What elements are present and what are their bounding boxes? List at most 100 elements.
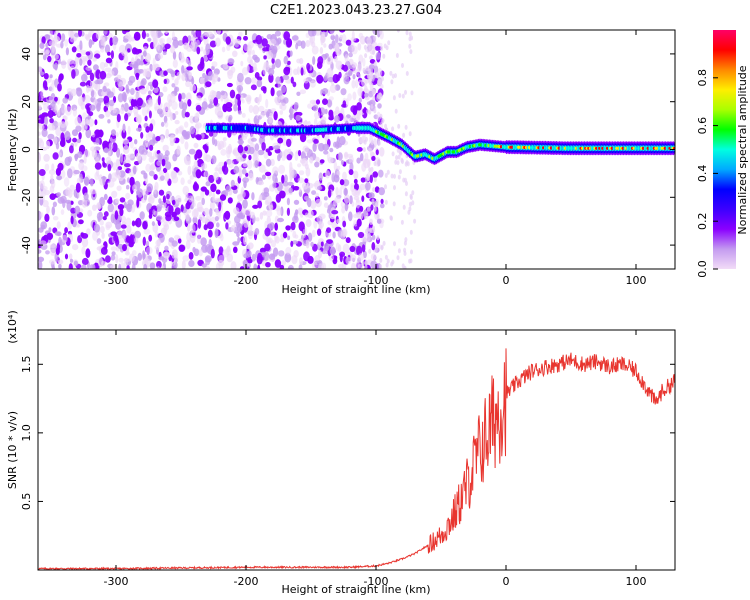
noise-blob	[186, 66, 193, 71]
noise-blob	[318, 213, 326, 220]
noise-blob	[237, 139, 245, 145]
x-tick-label: -100	[364, 274, 389, 287]
noise-blob	[369, 174, 373, 184]
noise-blob	[243, 235, 248, 245]
noise-blob	[51, 41, 57, 46]
noise-blob	[63, 177, 70, 187]
noise-blob	[278, 250, 285, 257]
noise-blob	[48, 227, 52, 233]
noise-blob	[365, 181, 371, 191]
noise-blob	[162, 86, 168, 93]
noise-blob	[76, 53, 82, 58]
noise-blob	[40, 51, 46, 56]
noise-blob	[214, 197, 222, 203]
noise-blob	[174, 119, 180, 125]
noise-blob	[118, 236, 126, 244]
noise-blob	[42, 80, 48, 89]
noise-blob	[377, 140, 381, 146]
noise-blob	[180, 92, 186, 100]
noise-blob	[374, 45, 382, 51]
noise-blob	[280, 85, 287, 94]
noise-blob	[64, 39, 68, 47]
noise-blob	[39, 42, 45, 49]
noise-blob	[285, 225, 291, 231]
noise-blob	[349, 195, 353, 205]
noise-blob	[348, 70, 353, 77]
noise-blob	[130, 57, 135, 65]
noise-blob	[315, 156, 320, 162]
noise-blob	[193, 142, 199, 149]
noise-blob	[83, 154, 87, 164]
noise-blob	[57, 162, 64, 171]
noise-blob	[327, 57, 331, 62]
noise-blob	[81, 246, 86, 255]
noise-blob	[293, 101, 298, 112]
noise-blob	[356, 147, 363, 152]
noise-blob	[51, 163, 55, 171]
noise-blob	[155, 135, 161, 142]
noise-blob	[320, 241, 324, 247]
noise-blob	[376, 218, 382, 224]
noise-blob	[392, 201, 396, 207]
noise-blob	[395, 155, 399, 161]
noise-blob	[259, 212, 264, 220]
noise-blob	[141, 30, 146, 40]
noise-blob	[102, 85, 107, 93]
noise-blob	[145, 103, 149, 108]
noise-blob	[391, 73, 395, 79]
noise-blob	[114, 210, 119, 220]
noise-blob	[221, 140, 227, 148]
noise-blob	[297, 177, 305, 184]
noise-blob	[205, 43, 211, 54]
noise-blob	[49, 74, 53, 79]
noise-blob	[193, 181, 198, 191]
noise-blob	[269, 112, 273, 119]
noise-blob	[137, 252, 143, 261]
noise-blob	[92, 57, 97, 62]
noise-blob	[50, 180, 56, 189]
noise-blob	[366, 206, 371, 212]
noise-blob	[359, 88, 363, 97]
noise-blob	[283, 31, 291, 41]
noise-blob	[81, 264, 87, 269]
noise-blob	[356, 245, 363, 256]
noise-blob	[400, 219, 404, 225]
noise-blob	[274, 30, 281, 37]
noise-blob	[171, 211, 177, 218]
noise-blob	[158, 53, 163, 60]
noise-blob	[71, 69, 76, 79]
noise-blob	[252, 66, 258, 72]
noise-blob	[158, 170, 165, 176]
noise-blob	[258, 164, 266, 173]
noise-blob	[411, 190, 415, 196]
noise-blob	[72, 107, 78, 117]
noise-blob	[238, 169, 243, 179]
noise-blob	[108, 99, 115, 107]
noise-blob	[156, 260, 162, 269]
noise-blob	[166, 68, 174, 73]
noise-blob	[242, 199, 248, 209]
noise-blob	[259, 194, 263, 200]
snr-y-multiplier: (x10⁴)	[6, 310, 19, 344]
noise-blob	[393, 173, 396, 179]
noise-blob	[229, 89, 236, 99]
noise-blob	[143, 172, 148, 179]
noise-blob	[345, 39, 352, 46]
noise-blob	[187, 99, 192, 107]
noise-blob	[157, 42, 160, 51]
noise-blob	[200, 237, 207, 247]
noise-blob	[162, 195, 166, 204]
noise-blob	[128, 106, 134, 111]
noise-blob	[111, 251, 116, 256]
noise-blob	[189, 233, 196, 243]
noise-blob	[201, 216, 207, 223]
noise-blob	[127, 199, 134, 206]
noise-blob	[61, 136, 66, 145]
noise-blob	[373, 177, 377, 183]
noise-blob	[116, 185, 122, 191]
noise-blob	[284, 187, 289, 193]
noise-blob	[189, 204, 193, 210]
noise-blob	[47, 109, 54, 119]
noise-blob	[333, 256, 338, 262]
noise-blob	[170, 45, 175, 54]
